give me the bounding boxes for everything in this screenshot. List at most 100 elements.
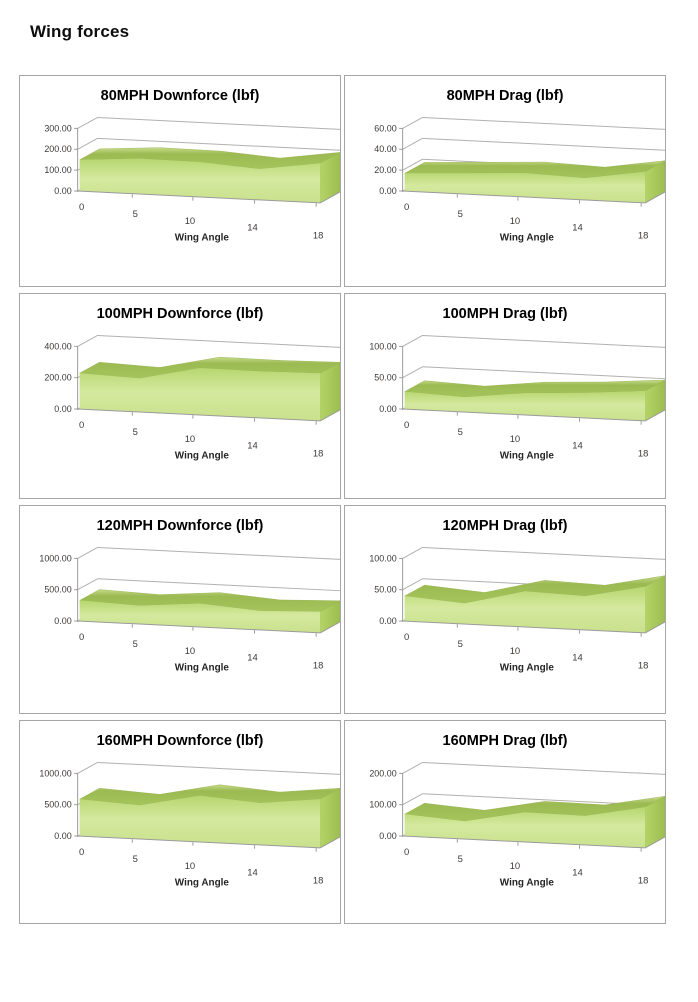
y-tick-label: 0.00 — [54, 831, 71, 841]
chart-plot-100mph-drag: 0.00 50.00 100.00 0 5 10 14 18 Wing Angle — [369, 334, 665, 462]
y-tick-label: 20.00 — [374, 165, 396, 175]
x-axis-title: Wing Angle — [175, 233, 230, 244]
y-tick-label: 1000.00 — [39, 553, 71, 563]
x-tick-label: 5 — [133, 427, 138, 438]
y-tick-label: 50.00 — [374, 585, 396, 595]
page-title: Wing forces — [30, 22, 130, 41]
y-tick-label: 1000.00 — [39, 768, 71, 778]
x-tick-label: 0 — [79, 847, 84, 858]
y-tick-label: 100.00 — [44, 165, 71, 175]
area-top-surface — [78, 784, 340, 806]
gridline-side — [77, 578, 98, 591]
x-tick-label: 0 — [404, 202, 409, 213]
x-tick-label: 5 — [133, 639, 138, 650]
chart-title-100mph-drag: 100MPH Drag (lbf) — [442, 306, 568, 322]
gridline-side — [77, 547, 98, 559]
x-axis-title: Wing Angle — [500, 878, 555, 889]
chart-plot-80mph-drag: 0.00 20.00 40.00 60.00 0 5 10 14 18 Wing Angle — [374, 116, 665, 244]
gridline-back — [422, 334, 665, 348]
gridline-back — [97, 334, 340, 348]
x-tick-label: 10 — [185, 434, 196, 445]
area-top-surface — [404, 160, 665, 179]
floor-right-edge — [644, 621, 665, 634]
y-tick-label: 100.00 — [369, 800, 396, 810]
y-tick-label: 0.00 — [54, 404, 71, 414]
y-tick-label: 0.00 — [379, 186, 396, 196]
x-tick-label: 10 — [510, 646, 520, 657]
gridline-side — [402, 578, 423, 591]
gridline-side — [402, 137, 423, 150]
floor-front-edge — [77, 620, 321, 634]
x-axis-title: Wing Angle — [175, 663, 230, 674]
x-tick-label: 18 — [313, 231, 323, 242]
gridline-back — [97, 578, 340, 592]
x-tick-label: 10 — [185, 861, 196, 872]
x-tick-label: 5 — [458, 209, 463, 220]
gridline-back — [97, 116, 340, 130]
chart-plot-120mph-drag: 0.00 50.00 100.00 0 5 10 14 18 Wing Angle — [369, 546, 665, 674]
area-front-face — [404, 586, 646, 633]
x-axis-title: Wing Angle — [500, 233, 555, 244]
floor-right-edge — [319, 191, 340, 204]
chart-row-4: 160MPH Downforce (lbf) 0.00 500.00 1000.00 0… — [19, 720, 698, 924]
floor-right-edge — [319, 409, 340, 422]
floor-right-edge — [319, 621, 340, 634]
gridline-back — [422, 366, 665, 380]
x-tick-label: 14 — [572, 868, 583, 879]
chart-panel-80mph-downforce: 80MPH Downforce (lbf) 0.00 100.00 200.00 300… — [19, 75, 341, 287]
gridline-side — [402, 366, 423, 379]
y-tick-label: 200.00 — [44, 144, 71, 154]
y-tick-label: 50.00 — [374, 373, 396, 383]
y-tick-label: 0.00 — [54, 186, 71, 196]
y-tick-label: 0.00 — [379, 831, 396, 841]
floor-right-edge — [319, 836, 340, 849]
area-top-surface — [78, 589, 340, 612]
y-tick-label: 60.00 — [374, 123, 396, 133]
gridline-side — [77, 117, 98, 129]
x-tick-label: 0 — [404, 847, 409, 858]
chart-plot-100mph-downforce: 0.00 200.00 400.00 0 5 10 14 18 Wing Angle — [44, 334, 340, 462]
x-axis-title: Wing Angle — [175, 451, 230, 462]
x-tick-label: 18 — [638, 661, 648, 672]
area-front-face — [404, 171, 646, 203]
floor-front-edge — [77, 408, 321, 422]
area-front-face — [404, 390, 646, 421]
floor-right-edge — [644, 191, 665, 204]
chart-panel-100mph-drag: 100MPH Drag (lbf) 0.00 50.00 100.00 0 5 10 14 18… — [344, 293, 666, 499]
chart-panel-120mph-drag: 120MPH Drag (lbf) 0.00 50.00 100.00 0 5 10 14 18… — [344, 505, 666, 714]
chart-title-160mph-downforce: 160MPH Downforce (lbf) — [96, 733, 264, 749]
x-axis-title: Wing Angle — [500, 451, 555, 462]
y-tick-label: 500.00 — [44, 585, 71, 595]
chart-panel-160mph-downforce: 160MPH Downforce (lbf) 0.00 500.00 1000.00 0… — [19, 720, 341, 924]
y-tick-label: 0.00 — [54, 616, 71, 626]
gridline-back — [422, 116, 665, 130]
y-tick-label: 500.00 — [44, 800, 71, 810]
x-tick-label: 0 — [404, 420, 409, 431]
chart-row-1: 80MPH Downforce (lbf) 0.00 100.00 200.00 300… — [19, 75, 698, 287]
gridline-back — [422, 761, 665, 775]
gridline-side — [402, 117, 423, 129]
floor-front-edge — [402, 408, 646, 422]
floor-front-edge — [77, 190, 321, 204]
chart-plot-160mph-downforce: 0.00 500.00 1000.00 0 5 10 14 18 Wing Angle — [39, 761, 340, 889]
chart-panel-160mph-drag: 160MPH Drag (lbf) 0.00 100.00 200.00 0 5 10 14 1… — [344, 720, 666, 924]
gridline-side — [402, 762, 423, 774]
floor-right-edge — [644, 836, 665, 849]
gridline-side — [77, 137, 98, 150]
floor-front-edge — [402, 835, 646, 849]
x-tick-label: 18 — [638, 449, 648, 460]
floor-front-edge — [402, 620, 646, 634]
area-front-face — [404, 807, 646, 848]
x-tick-label: 5 — [133, 854, 138, 865]
gridline-side — [402, 335, 423, 347]
chart-title-80mph-downforce: 80MPH Downforce (lbf) — [100, 88, 260, 104]
gridline-back — [97, 546, 340, 560]
x-tick-label: 10 — [185, 646, 196, 657]
floor-right-edge — [644, 409, 665, 422]
x-tick-label: 10 — [510, 216, 520, 227]
area-front-face — [79, 600, 321, 633]
chart-plot-120mph-downforce: 0.00 500.00 1000.00 0 5 10 14 18 Wing Angle — [39, 546, 340, 674]
y-tick-label: 40.00 — [374, 144, 396, 154]
floor-front-edge — [77, 835, 321, 849]
charts-grid: 80MPH Downforce (lbf) 0.00 100.00 200.00 300… — [0, 75, 698, 924]
